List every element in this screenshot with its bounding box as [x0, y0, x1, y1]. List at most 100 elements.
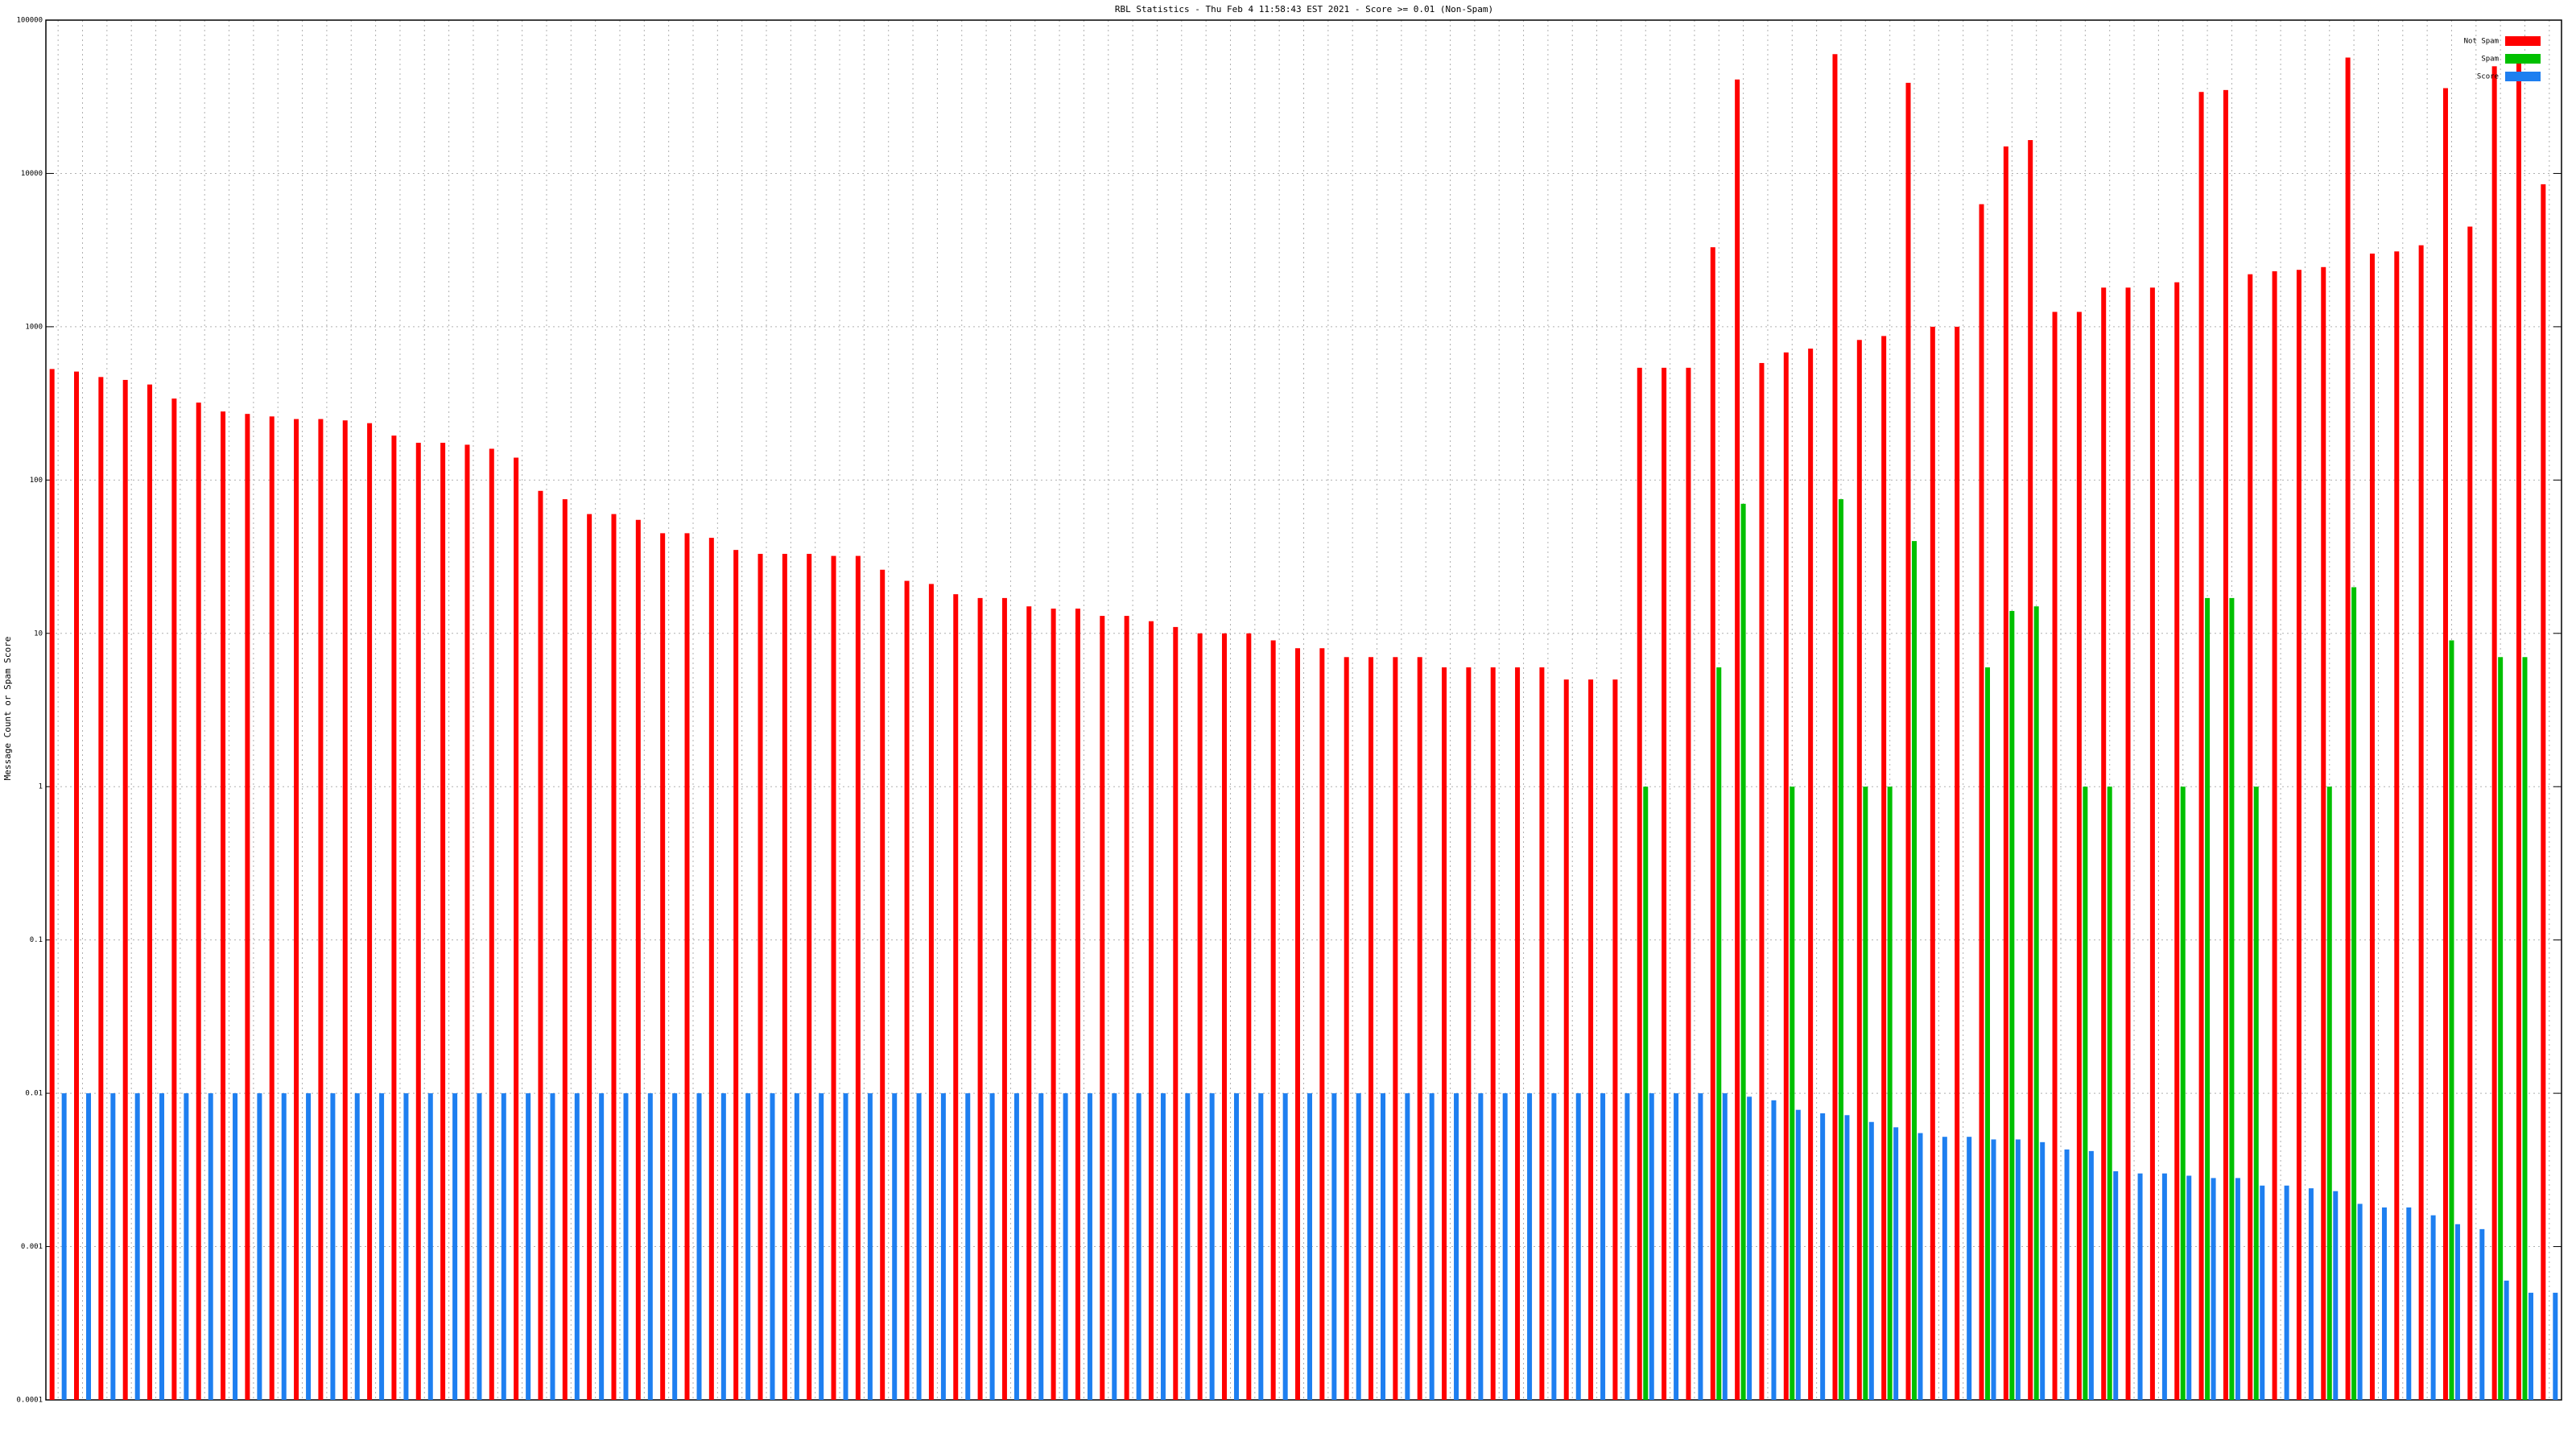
bar	[1075, 609, 1080, 1400]
bar	[86, 1093, 92, 1400]
bar	[159, 1093, 165, 1400]
y-tick-label: 1000	[25, 323, 43, 331]
bar	[1466, 667, 1472, 1400]
bar	[574, 1093, 580, 1400]
bar	[1740, 503, 1746, 1401]
bar	[708, 538, 714, 1400]
bar	[1124, 616, 1129, 1400]
bar	[1795, 1109, 1801, 1400]
bar	[110, 1093, 116, 1400]
bar	[2180, 786, 2186, 1400]
bar	[940, 1093, 946, 1400]
bar	[1160, 1093, 1166, 1400]
bar	[880, 569, 886, 1400]
bar	[1624, 1093, 1630, 1400]
bar	[1588, 679, 1594, 1400]
bar	[1881, 336, 1887, 1400]
bar	[1405, 1093, 1410, 1400]
bar	[1637, 367, 1642, 1400]
bar	[1112, 1093, 1117, 1400]
bar	[611, 514, 617, 1400]
bar	[1686, 367, 1691, 1400]
bar	[367, 423, 373, 1400]
bar	[1221, 633, 1227, 1400]
bar	[1820, 1113, 1826, 1400]
bar	[1148, 621, 1154, 1400]
bar	[49, 369, 55, 1400]
bar	[2272, 270, 2277, 1401]
bar	[733, 550, 739, 1400]
bar	[2333, 1191, 2339, 1400]
bar	[134, 1093, 140, 1400]
bar	[1429, 1093, 1435, 1400]
bar	[1063, 1093, 1068, 1400]
bar	[2253, 786, 2259, 1400]
bar	[1710, 247, 1715, 1401]
bar	[1233, 1093, 1239, 1400]
bar	[1270, 640, 1276, 1400]
chart-title: RBL Statistics - Thu Feb 4 11:58:43 EST …	[1115, 4, 1493, 14]
bar	[2174, 282, 2180, 1400]
bar	[1918, 1133, 1923, 1400]
bar	[1649, 1093, 1654, 1400]
bar	[562, 499, 568, 1400]
bar	[2357, 1203, 2363, 1400]
bar	[269, 416, 275, 1400]
bar	[745, 1093, 751, 1400]
bar	[1868, 1121, 1874, 1400]
bar	[1502, 1093, 1508, 1400]
bar	[2015, 1139, 2021, 1400]
bar	[1307, 1093, 1312, 1400]
bar	[1442, 667, 1447, 1400]
bar	[208, 1093, 213, 1400]
bar	[74, 371, 80, 1400]
bar	[2418, 245, 2424, 1401]
bar	[415, 443, 421, 1400]
bar	[2235, 1178, 2240, 1400]
bar	[122, 379, 128, 1401]
bar	[1087, 1093, 1092, 1400]
bar	[1942, 1137, 1947, 1400]
bar	[171, 398, 177, 1401]
bar	[550, 1093, 555, 1400]
bar	[2541, 184, 2546, 1400]
bar	[1258, 1093, 1264, 1400]
bar	[294, 419, 299, 1400]
bar	[2223, 89, 2228, 1400]
bar	[1331, 1093, 1337, 1400]
legend-label: Score	[2477, 73, 2499, 81]
bar	[2394, 251, 2400, 1401]
bar	[1026, 606, 1032, 1400]
bar	[2498, 657, 2504, 1400]
bar	[2504, 1280, 2509, 1400]
bar	[1832, 54, 1838, 1400]
bar	[245, 414, 250, 1400]
bar	[1856, 340, 1862, 1401]
bar	[831, 555, 836, 1401]
bar	[1368, 657, 1374, 1400]
y-tick-label: 0.001	[21, 1243, 43, 1251]
bar	[1515, 667, 1521, 1400]
bar	[184, 1093, 189, 1400]
bar	[1838, 499, 1843, 1400]
bar	[660, 533, 666, 1400]
bar	[1013, 1093, 1019, 1400]
bar	[635, 519, 641, 1401]
bar	[623, 1093, 629, 1400]
bar	[1955, 326, 1960, 1400]
bar	[2326, 786, 2332, 1400]
bar	[1282, 1093, 1288, 1400]
bar	[257, 1093, 262, 1400]
bar	[1539, 667, 1545, 1400]
bar	[1716, 667, 1722, 1400]
bar	[464, 444, 470, 1401]
bar	[196, 402, 201, 1400]
y-tick-label: 10	[34, 630, 43, 638]
bar	[794, 1093, 799, 1400]
bar	[1662, 367, 1667, 1400]
bar	[1887, 786, 1893, 1400]
bar	[1490, 667, 1496, 1400]
bar	[306, 1093, 312, 1400]
